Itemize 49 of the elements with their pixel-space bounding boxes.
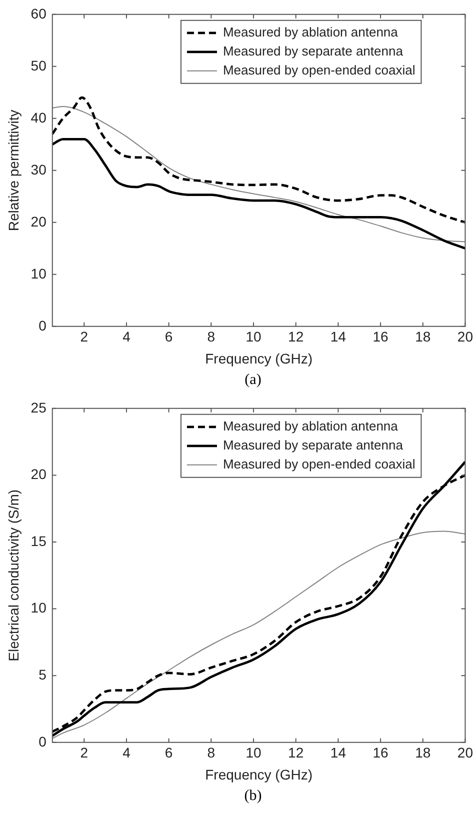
y-tick-label: 10: [30, 600, 47, 616]
x-axis-title: Frequency (GHz): [205, 350, 312, 366]
y-tick-label: 0: [38, 317, 47, 334]
line-series: [52, 96, 466, 224]
x-tick-label: 20: [457, 328, 474, 345]
x-tick-label: 12: [288, 744, 304, 761]
x-tick-label: 16: [372, 328, 389, 345]
x-tick-label: 16: [372, 744, 389, 761]
legend-label: Measured by open-ended coaxial: [222, 62, 416, 78]
text: (a): [244, 371, 262, 390]
legend-label: Measured by ablation antenna: [222, 418, 399, 434]
legend-label: Measured by ablation antenna: [222, 24, 399, 40]
y-tick-label: 20: [30, 213, 47, 230]
x-tick-label: 20: [457, 744, 474, 761]
x-tick-label: 2: [80, 328, 88, 345]
x-tick-label: 8: [207, 328, 216, 345]
y-tick-label: 0: [38, 733, 47, 750]
y-tick-label: 10: [30, 265, 47, 282]
y-tick-label: 5: [38, 666, 47, 682]
x-tick-label: 10: [246, 744, 262, 761]
y-axis-title: Electrical conductivity (S/m): [5, 489, 22, 662]
x-tick-label: 18: [415, 744, 431, 761]
legend-label: Measured by separate antenna: [222, 43, 404, 58]
x-tick-label: 12: [288, 328, 304, 345]
text: (b): [243, 787, 263, 806]
y-tick-label: 40: [30, 109, 47, 126]
legend-label: Measured by open-ended coaxial: [222, 456, 416, 472]
x-tick-label: 6: [164, 744, 173, 761]
x-tick-label: 18: [415, 328, 431, 345]
x-tick-label: 10: [246, 328, 262, 345]
y-tick-label: 30: [30, 161, 47, 178]
x-tick-label: 14: [330, 328, 346, 345]
x-tick-label: 8: [207, 744, 216, 761]
x-tick-label: 4: [122, 744, 131, 761]
y-tick-label: 25: [30, 399, 47, 416]
y-tick-label: 60: [30, 5, 47, 22]
line-series: [52, 106, 466, 242]
x-tick-label: 4: [122, 328, 131, 345]
y-axis-title: Relative permittivity: [5, 110, 22, 232]
legend-label: Measured by separate antenna: [222, 437, 404, 452]
x-tick-label: 14: [330, 744, 346, 761]
y-tick-label: 15: [30, 532, 47, 549]
line-series: [52, 138, 466, 250]
y-tick-label: 50: [30, 57, 47, 74]
x-axis-title: Frequency (GHz): [205, 766, 312, 782]
x-tick-label: 2: [80, 744, 88, 761]
line-series: [52, 530, 466, 739]
x-tick-label: 6: [164, 328, 173, 345]
y-tick-label: 20: [30, 466, 47, 482]
